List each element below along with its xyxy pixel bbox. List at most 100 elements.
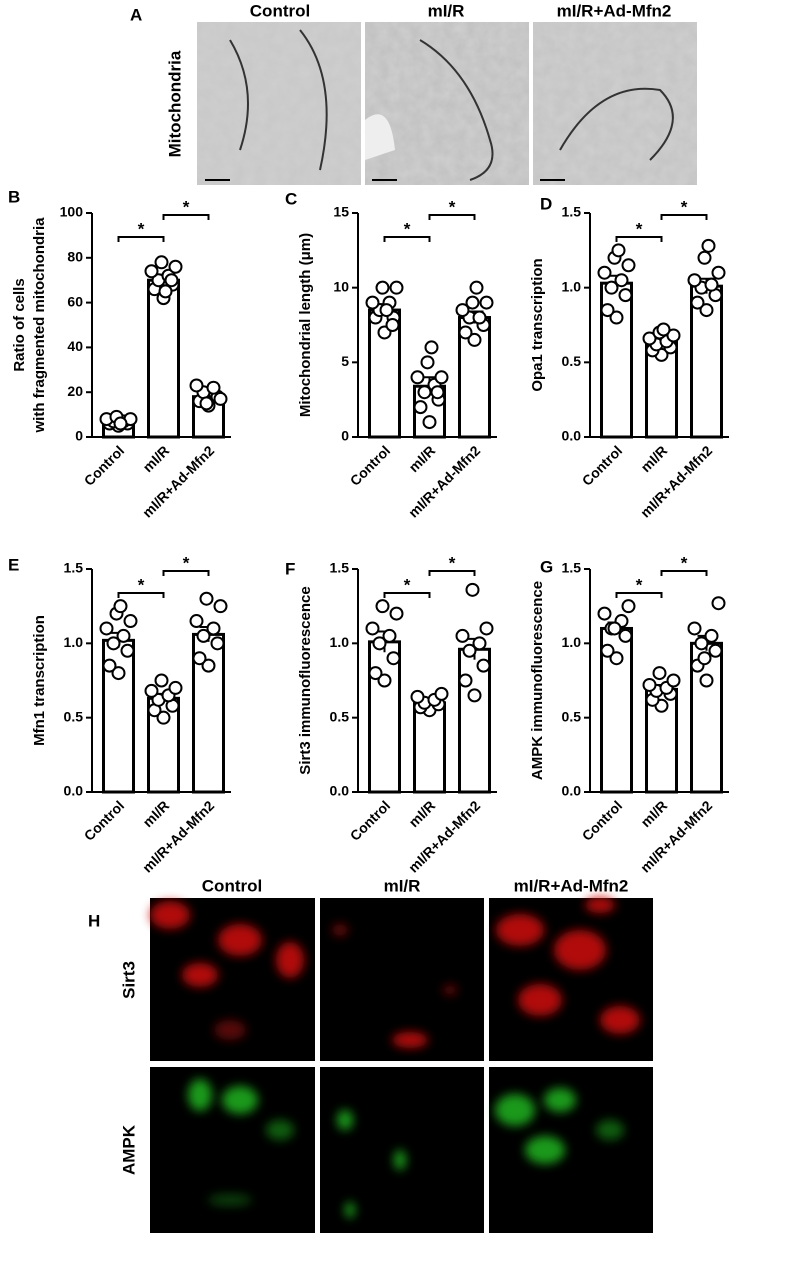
data-point — [375, 280, 390, 295]
significance-label: * — [404, 219, 411, 238]
significance-bracket — [117, 236, 165, 242]
data-point — [154, 255, 169, 270]
significance-label: * — [681, 553, 688, 572]
data-point — [106, 636, 121, 651]
y-axis-label: Mfn1 transcription — [31, 615, 48, 746]
y-tick-label: 1.0 — [562, 634, 582, 650]
data-point — [469, 280, 484, 295]
y-tick-label: 15 — [333, 204, 349, 220]
significance-bracket — [428, 214, 476, 220]
significance-bracket — [162, 214, 210, 220]
data-point — [465, 295, 480, 310]
data-point — [609, 651, 624, 666]
y-axis-label: Sirt3 immunofluorescence — [297, 586, 314, 774]
data-point — [621, 258, 636, 273]
y-tick-label: 1.5 — [330, 560, 350, 576]
significance-bracket — [383, 592, 431, 598]
y-tick-label: 80 — [67, 249, 83, 265]
y-tick-label: 1.5 — [562, 204, 582, 220]
panel-label: F — [285, 559, 295, 578]
data-point — [694, 636, 709, 651]
data-point — [158, 284, 173, 299]
significance-label: * — [449, 197, 456, 216]
data-point — [611, 243, 626, 258]
data-point — [704, 277, 719, 292]
data-point — [111, 666, 126, 681]
x-tick-label: Control — [579, 442, 626, 489]
data-point — [708, 643, 723, 658]
data-point — [375, 599, 390, 614]
significance-label: * — [681, 197, 688, 216]
panel-label: C — [285, 189, 297, 208]
y-tick-label: 0.0 — [64, 783, 84, 799]
data-point — [389, 280, 404, 295]
data-point — [666, 673, 681, 688]
data-point — [479, 295, 494, 310]
significance-bracket — [660, 214, 708, 220]
data-point — [607, 621, 622, 636]
x-tick-label: mI/R — [637, 442, 670, 475]
data-point — [465, 582, 480, 597]
data-point — [614, 273, 629, 288]
data-point — [609, 310, 624, 325]
data-point — [377, 673, 392, 688]
x-tick-label: mI/R — [637, 797, 670, 830]
significance-label: * — [183, 197, 190, 216]
data-point — [365, 621, 380, 636]
data-point — [382, 628, 397, 643]
y-tick-label: 1.5 — [64, 560, 84, 576]
data-point — [455, 303, 470, 318]
data-point — [365, 295, 380, 310]
data-point — [372, 636, 387, 651]
data-point — [189, 378, 204, 393]
significance-bracket — [383, 236, 431, 242]
row-label: Sirt3 — [119, 961, 138, 999]
significance-label: * — [404, 575, 411, 594]
y-tick-label: 0.0 — [562, 783, 582, 799]
data-point — [189, 614, 204, 629]
panel-label: A — [130, 5, 142, 24]
data-point — [201, 658, 216, 673]
data-point — [213, 391, 228, 406]
data-point — [642, 331, 657, 346]
data-point — [144, 683, 159, 698]
data-point — [618, 288, 633, 303]
row-label: AMPK — [119, 1124, 138, 1175]
column-title: mI/R+Ad-Mfn2 — [557, 1, 672, 20]
data-point — [479, 621, 494, 636]
data-point — [389, 606, 404, 621]
y-tick-label: 10 — [333, 278, 349, 294]
data-point — [120, 643, 135, 658]
y-tick-label: 1.0 — [562, 278, 582, 294]
data-point — [434, 686, 449, 701]
data-point — [690, 295, 705, 310]
data-point — [386, 651, 401, 666]
y-tick-label: 1.5 — [562, 560, 582, 576]
panel-label: B — [8, 187, 20, 206]
significance-label: * — [449, 553, 456, 572]
em-images — [197, 22, 697, 185]
panel-label: D — [540, 194, 552, 213]
data-point — [422, 415, 437, 430]
data-point — [206, 621, 221, 636]
data-point — [368, 666, 383, 681]
y-tick-label: 0.5 — [64, 708, 84, 724]
data-point — [113, 416, 128, 431]
column-title: Control — [202, 876, 262, 895]
data-point — [618, 628, 633, 643]
data-point — [467, 688, 482, 703]
y-tick-label: 40 — [67, 338, 83, 354]
data-point — [213, 599, 228, 614]
significance-label: * — [138, 575, 145, 594]
significance-bracket — [428, 570, 476, 576]
data-point — [410, 689, 425, 704]
y-tick-label: 0.0 — [562, 428, 582, 444]
x-tick-label: mI/R — [139, 442, 172, 475]
data-point — [697, 651, 712, 666]
data-point — [458, 325, 473, 340]
data-point — [434, 370, 449, 385]
y-tick-label: 1.0 — [64, 634, 84, 650]
data-point — [458, 673, 473, 688]
y-axis-label: with fragmented mitochondria — [31, 217, 48, 434]
